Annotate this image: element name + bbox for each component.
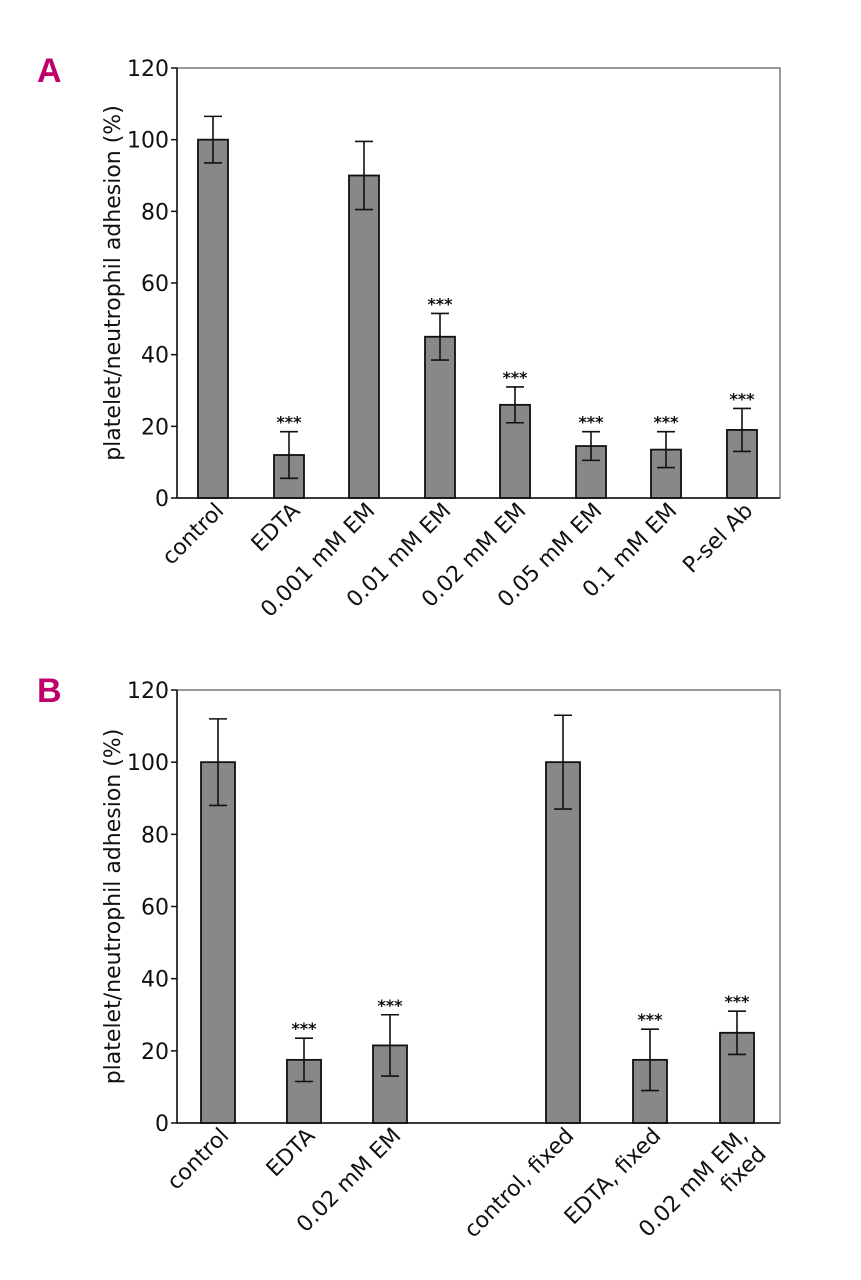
y-tick-label: 40 xyxy=(141,968,169,993)
y-tick-label: 80 xyxy=(141,200,169,225)
x-tick-label: EDTA xyxy=(262,1124,320,1182)
y-tick-label: 80 xyxy=(141,823,169,848)
bar xyxy=(424,335,456,499)
bar xyxy=(197,138,229,499)
significance-label: *** xyxy=(377,996,403,1015)
panel-letter: A xyxy=(37,52,62,90)
plot-frame xyxy=(176,67,781,499)
y-tick-label: 60 xyxy=(141,272,169,297)
y-tick-label: 40 xyxy=(141,344,169,369)
plot-frame xyxy=(176,689,781,1124)
y-tick-label: 20 xyxy=(141,415,169,440)
y-tick-label: 0 xyxy=(155,487,169,512)
x-tick-label: EDTA xyxy=(247,499,305,557)
significance-label: *** xyxy=(578,413,604,432)
bar xyxy=(348,174,380,499)
significance-label: *** xyxy=(291,1019,317,1038)
x-tick-label: P-sel Ab xyxy=(678,499,758,579)
y-tick-label: 0 xyxy=(155,1112,169,1137)
y-tick-label: 100 xyxy=(127,751,169,776)
bar xyxy=(200,761,236,1124)
significance-label: *** xyxy=(502,368,528,387)
significance-label: *** xyxy=(653,413,679,432)
y-axis-label: platelet/neutrophil adhesion (%) xyxy=(101,729,126,1085)
bar xyxy=(545,761,581,1124)
significance-label: *** xyxy=(729,389,755,408)
significance-label: *** xyxy=(637,1010,663,1029)
y-tick-label: 60 xyxy=(141,896,169,921)
y-axis-label: platelet/neutrophil adhesion (%) xyxy=(101,105,126,461)
panel-letter: B xyxy=(37,672,62,710)
y-tick-label: 100 xyxy=(127,129,169,154)
y-tick-label: 120 xyxy=(127,679,169,704)
x-tick-label: control xyxy=(163,1124,235,1196)
y-tick-label: 20 xyxy=(141,1040,169,1065)
significance-label: *** xyxy=(427,294,453,313)
y-tick-label: 120 xyxy=(127,57,169,82)
x-tick-label: control, fixed xyxy=(460,1124,579,1243)
significance-label: *** xyxy=(276,413,302,432)
significance-label: *** xyxy=(724,992,750,1011)
